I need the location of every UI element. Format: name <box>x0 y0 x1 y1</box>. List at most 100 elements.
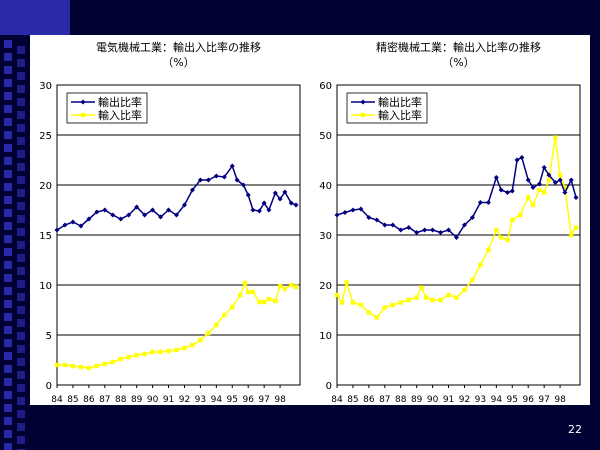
series-line-export <box>56 164 297 231</box>
data-point-import <box>293 284 299 290</box>
data-point-export <box>142 212 148 218</box>
data-point-export <box>382 222 388 228</box>
data-point-import <box>526 195 531 200</box>
data-point-import <box>94 363 100 369</box>
data-point-export <box>342 210 348 215</box>
data-point-export <box>94 209 100 215</box>
legend-box <box>346 92 428 124</box>
data-point-import <box>126 354 131 360</box>
x-tick-label: 94 <box>211 395 223 405</box>
accent-square <box>4 417 12 425</box>
data-point-export <box>293 202 299 208</box>
data-point-export <box>181 202 187 208</box>
accent-square <box>4 40 12 48</box>
data-point-export <box>197 177 203 183</box>
accent-square <box>4 352 12 360</box>
accent-square <box>17 163 25 171</box>
chart-title: 電気機械工業：輸出入比率の推移 <box>96 40 261 54</box>
chart-title: 精密機械工業：輸出入比率の推移 <box>376 40 541 54</box>
x-tick-label: 98 <box>274 395 286 405</box>
accent-square <box>17 280 25 288</box>
data-point-import <box>134 352 139 358</box>
data-point-export <box>266 207 272 213</box>
y-tick-label: 0 <box>326 381 332 392</box>
accent-square <box>17 215 25 223</box>
accent-square <box>17 267 25 275</box>
accent-square <box>4 404 12 412</box>
data-point-export <box>398 227 404 233</box>
x-tick-label: 87 <box>379 395 390 405</box>
data-point-import <box>366 310 372 315</box>
data-point-import <box>174 347 179 353</box>
x-tick-label: 94 <box>491 395 503 405</box>
accent-square <box>4 196 12 204</box>
data-point-import <box>246 289 251 295</box>
data-point-import <box>110 359 115 365</box>
data-point-import <box>222 312 227 318</box>
y-tick-label: 30 <box>39 81 52 92</box>
accent-square <box>4 248 12 256</box>
data-point-export <box>536 181 542 187</box>
x-tick-label: 93 <box>475 395 486 405</box>
data-point-export <box>552 180 558 185</box>
data-point-export <box>374 217 380 223</box>
legend-box <box>66 92 148 124</box>
accent-square <box>4 118 12 126</box>
data-point-import <box>518 212 523 218</box>
data-point-export <box>189 187 195 193</box>
accent-square <box>17 137 25 145</box>
data-point-export <box>546 172 552 178</box>
data-point-import <box>62 362 68 368</box>
data-point-export <box>118 216 124 222</box>
data-point-export <box>525 177 531 183</box>
legend-label: 輸入比率 <box>378 108 422 122</box>
x-tick-label: 92 <box>459 395 470 405</box>
y-tick-label: 5 <box>46 331 52 342</box>
data-point-import <box>569 232 574 238</box>
data-point-import <box>486 247 491 253</box>
data-point-import <box>537 187 542 193</box>
accent-square <box>17 423 25 431</box>
accent-square <box>4 300 12 308</box>
data-point-export <box>406 225 412 230</box>
chart-subtitle: （%） <box>442 56 474 69</box>
y-tick-label: 25 <box>39 131 52 142</box>
plot-frame <box>336 84 581 386</box>
x-tick-label: 96 <box>522 395 534 405</box>
accent-square <box>17 319 25 327</box>
accent-square <box>4 222 12 230</box>
data-point-export <box>454 235 460 240</box>
data-point-export <box>446 227 452 233</box>
x-tick-label: 87 <box>99 395 110 405</box>
accent-square <box>4 261 12 269</box>
x-tick-label: 90 <box>147 395 159 405</box>
accent-square <box>4 326 12 334</box>
accent-square <box>4 391 12 399</box>
data-point-import <box>358 302 364 308</box>
data-point-export <box>390 222 396 228</box>
data-point-export <box>477 200 483 205</box>
x-tick-label: 84 <box>51 395 63 405</box>
page-number: 22 <box>568 423 582 436</box>
accent-square <box>4 235 12 243</box>
data-point-export <box>358 206 364 212</box>
accent-square <box>17 397 25 405</box>
data-point-import <box>250 289 256 295</box>
data-point-import <box>86 365 92 371</box>
x-tick-label: 86 <box>363 395 375 405</box>
accent-square <box>17 46 25 54</box>
data-point-import <box>553 135 558 140</box>
corner-block <box>0 0 70 35</box>
y-tick-label: 15 <box>39 231 52 242</box>
accent-square <box>4 443 12 450</box>
x-tick-label: 85 <box>347 395 358 405</box>
data-point-export <box>70 219 76 225</box>
y-tick-label: 0 <box>46 381 52 392</box>
data-point-export <box>509 188 515 194</box>
data-point-import <box>546 177 552 183</box>
data-point-export <box>519 155 525 160</box>
data-point-import <box>261 299 267 305</box>
accent-square <box>4 313 12 321</box>
data-point-import <box>257 299 262 305</box>
accent-square <box>17 98 25 106</box>
